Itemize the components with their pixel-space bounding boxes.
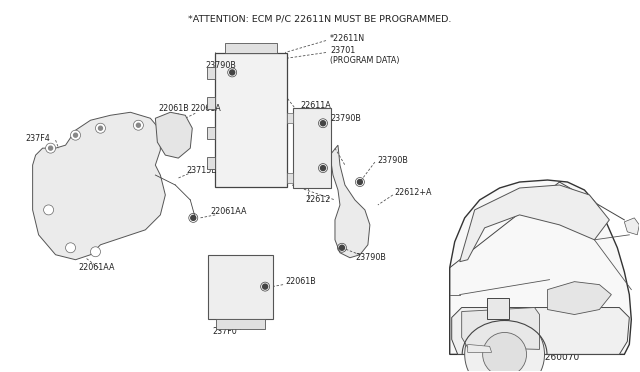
Circle shape (49, 146, 52, 150)
Circle shape (45, 143, 56, 153)
Text: 22612: 22612 (305, 195, 330, 205)
Circle shape (136, 123, 140, 127)
Circle shape (70, 130, 81, 140)
Circle shape (99, 126, 102, 130)
Polygon shape (460, 185, 609, 262)
Text: 237F4: 237F4 (26, 134, 51, 143)
Circle shape (321, 121, 326, 126)
Bar (207, 97, 215, 109)
Bar (287, 113, 293, 123)
Circle shape (191, 215, 196, 220)
Circle shape (65, 243, 76, 253)
Circle shape (74, 133, 77, 137)
Text: 22061AA: 22061AA (79, 263, 115, 272)
Circle shape (133, 120, 143, 130)
Circle shape (90, 247, 100, 257)
Text: 22612+A: 22612+A (395, 189, 433, 198)
Polygon shape (547, 282, 611, 314)
Bar (293, 108, 331, 188)
Polygon shape (461, 308, 540, 349)
Circle shape (339, 245, 344, 250)
Text: 22061A: 22061A (190, 104, 221, 113)
Circle shape (44, 205, 54, 215)
Circle shape (95, 123, 106, 133)
Circle shape (465, 314, 545, 372)
Polygon shape (625, 218, 639, 235)
Text: (PROGRAM DATA): (PROGRAM DATA) (330, 56, 399, 65)
Text: 22061B: 22061B (158, 104, 189, 113)
Circle shape (262, 284, 268, 289)
Bar (215, 52, 287, 187)
Polygon shape (450, 180, 631, 355)
Bar (287, 173, 293, 183)
Text: 23790B: 23790B (330, 114, 361, 123)
Text: 22061B: 22061B (285, 277, 316, 286)
Circle shape (483, 333, 527, 372)
Text: 22611A: 22611A (300, 101, 331, 110)
Bar (207, 157, 215, 169)
Text: R2260070: R2260070 (533, 353, 579, 362)
Bar (486, 298, 509, 320)
Polygon shape (156, 112, 192, 158)
Circle shape (230, 70, 235, 75)
Text: *22611N: *22611N (330, 34, 365, 43)
Polygon shape (468, 344, 492, 352)
Text: 22061AA: 22061AA (210, 208, 247, 217)
Circle shape (321, 166, 326, 170)
Polygon shape (452, 308, 629, 355)
Text: 237F0: 237F0 (213, 327, 237, 336)
Bar (216, 320, 265, 330)
Bar (207, 127, 215, 139)
Text: *ATTENTION: ECM P/C 22611N MUST BE PROGRAMMED.: *ATTENTION: ECM P/C 22611N MUST BE PROGR… (188, 14, 452, 23)
Bar (208, 255, 273, 320)
Bar (225, 42, 277, 52)
Polygon shape (33, 112, 165, 260)
Text: 23790B: 23790B (205, 61, 236, 70)
Bar (207, 67, 215, 79)
Text: 23715E: 23715E (186, 166, 217, 174)
Text: 23790B: 23790B (378, 155, 409, 164)
Text: 23701: 23701 (330, 46, 355, 55)
Circle shape (357, 180, 362, 185)
Text: 23790B: 23790B (355, 253, 386, 262)
Polygon shape (330, 145, 370, 258)
